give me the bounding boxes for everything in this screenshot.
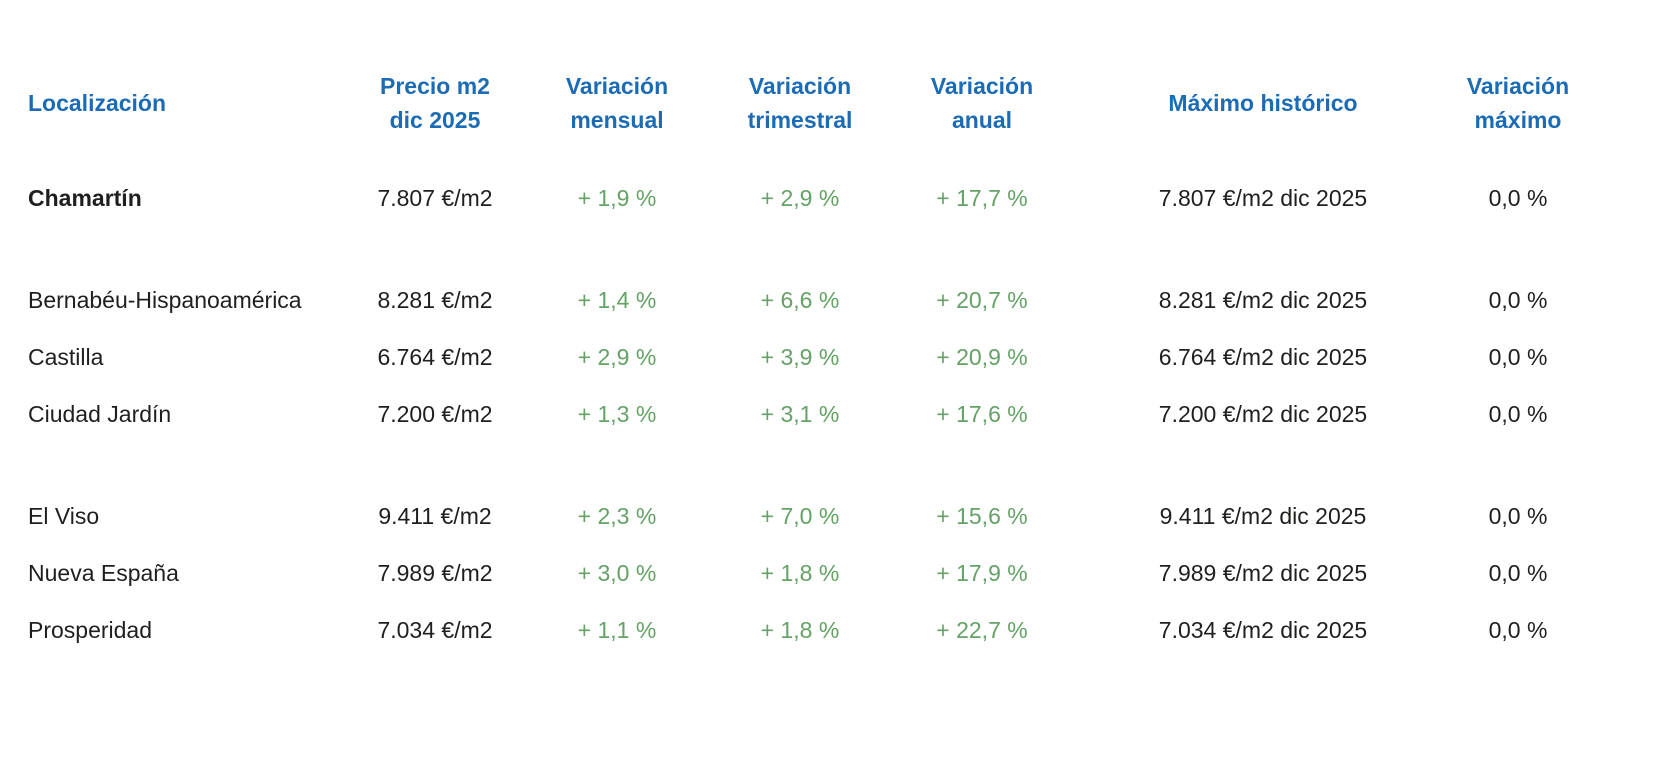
monthly-variation-value: + 1,3 % [577, 401, 657, 427]
table-row-el-viso: El Viso 9.411 €/m2 + 2,3 % + 7,0 % + 15,… [28, 488, 1583, 545]
annual-variation-value: + 17,9 % [936, 560, 1028, 586]
historical-max-value: 9.411 €/m2 dic 2025 [1159, 503, 1367, 529]
historical-max-value: 7.200 €/m2 dic 2025 [1158, 401, 1368, 427]
neighbourhood-price-table: Localización Precio m2 dic 2025 Variació… [28, 58, 1583, 659]
price-value: 8.281 €/m2 [377, 287, 493, 313]
price-value: 7.034 €/m2 [377, 617, 493, 643]
historical-max-value: 7.989 €/m2 dic 2025 [1158, 560, 1368, 586]
max-variation-value: 0,0 % [1488, 401, 1548, 427]
location-name: Bernabéu-Hispanoamérica [28, 287, 302, 313]
quarterly-variation-value: + 3,9 % [760, 344, 840, 370]
table-row-prosperidad: Prosperidad 7.034 €/m2 + 1,1 % + 1,8 % +… [28, 602, 1583, 659]
location-name: Castilla [28, 344, 104, 370]
location-name: Prosperidad [28, 617, 153, 643]
annual-variation-value: + 17,6 % [936, 401, 1028, 427]
annual-variation-value: + 20,9 % [936, 344, 1028, 370]
location-name: Chamartín [28, 185, 142, 211]
historical-max-value: 8.281 €/m2 dic 2025 [1158, 287, 1368, 313]
quarterly-variation-value: + 1,8 % [760, 560, 840, 586]
column-header-localizacion: Localización [28, 90, 167, 116]
table-row-ciudad-jardin: Ciudad Jardín 7.200 €/m2 + 1,3 % + 3,1 %… [28, 386, 1583, 443]
column-header-variacion-maximo: Variación máximo [1466, 73, 1570, 133]
row-spacer [28, 148, 1583, 170]
max-variation-value: 0,0 % [1488, 617, 1548, 643]
column-header-precio-m2: Precio m2 dic 2025 [380, 73, 490, 133]
monthly-variation-value: + 1,1 % [577, 617, 657, 643]
historical-max-value: 6.764 €/m2 dic 2025 [1158, 344, 1368, 370]
max-variation-value: 0,0 % [1488, 287, 1548, 313]
max-variation-value: 0,0 % [1488, 503, 1548, 529]
annual-variation-value: + 15,6 % [936, 503, 1028, 529]
annual-variation-value: + 20,7 % [936, 287, 1028, 313]
monthly-variation-value: + 1,9 % [577, 185, 657, 211]
price-value: 7.807 €/m2 [377, 185, 493, 211]
column-header-variacion-mensual: Variación mensual [565, 73, 669, 133]
location-name: Ciudad Jardín [28, 401, 172, 427]
historical-max-value: 7.807 €/m2 dic 2025 [1158, 185, 1368, 211]
quarterly-variation-value: + 3,1 % [760, 401, 840, 427]
row-spacer [28, 227, 1583, 272]
price-value: 7.989 €/m2 [377, 560, 493, 586]
price-value: 7.200 €/m2 [377, 401, 493, 427]
max-variation-value: 0,0 % [1488, 185, 1548, 211]
column-header-variacion-trimestral: Variación trimestral [747, 73, 853, 133]
row-spacer [28, 443, 1583, 488]
table-row-nueva-espana: Nueva España 7.989 €/m2 + 3,0 % + 1,8 % … [28, 545, 1583, 602]
monthly-variation-value: + 3,0 % [577, 560, 657, 586]
table-row-castilla: Castilla 6.764 €/m2 + 2,9 % + 3,9 % + 20… [28, 329, 1583, 386]
max-variation-value: 0,0 % [1488, 344, 1548, 370]
quarterly-variation-value: + 1,8 % [760, 617, 840, 643]
column-header-maximo-historico: Máximo histórico [1168, 90, 1358, 116]
table-row-bernabeu-hispanoamerica: Bernabéu-Hispanoamérica 8.281 €/m2 + 1,4… [28, 272, 1583, 329]
price-value: 9.411 €/m2 [378, 503, 492, 529]
max-variation-value: 0,0 % [1488, 560, 1548, 586]
column-header-variacion-anual: Variación anual [930, 73, 1034, 133]
location-name: El Viso [28, 503, 100, 529]
price-value: 6.764 €/m2 [377, 344, 493, 370]
monthly-variation-value: + 1,4 % [577, 287, 657, 313]
quarterly-variation-value: + 2,9 % [760, 185, 840, 211]
table-row-chamartin: Chamartín 7.807 €/m2 + 1,9 % + 2,9 % + 1… [28, 170, 1583, 227]
header-row: Localización Precio m2 dic 2025 Variació… [28, 58, 1583, 148]
quarterly-variation-value: + 6,6 % [760, 287, 840, 313]
quarterly-variation-value: + 7,0 % [760, 503, 840, 529]
location-name: Nueva España [28, 560, 179, 586]
price-table-container: Localización Precio m2 dic 2025 Variació… [28, 58, 1583, 659]
monthly-variation-value: + 2,3 % [577, 503, 657, 529]
historical-max-value: 7.034 €/m2 dic 2025 [1158, 617, 1368, 643]
monthly-variation-value: + 2,9 % [577, 344, 657, 370]
annual-variation-value: + 22,7 % [936, 617, 1028, 643]
annual-variation-value: + 17,7 % [936, 185, 1028, 211]
